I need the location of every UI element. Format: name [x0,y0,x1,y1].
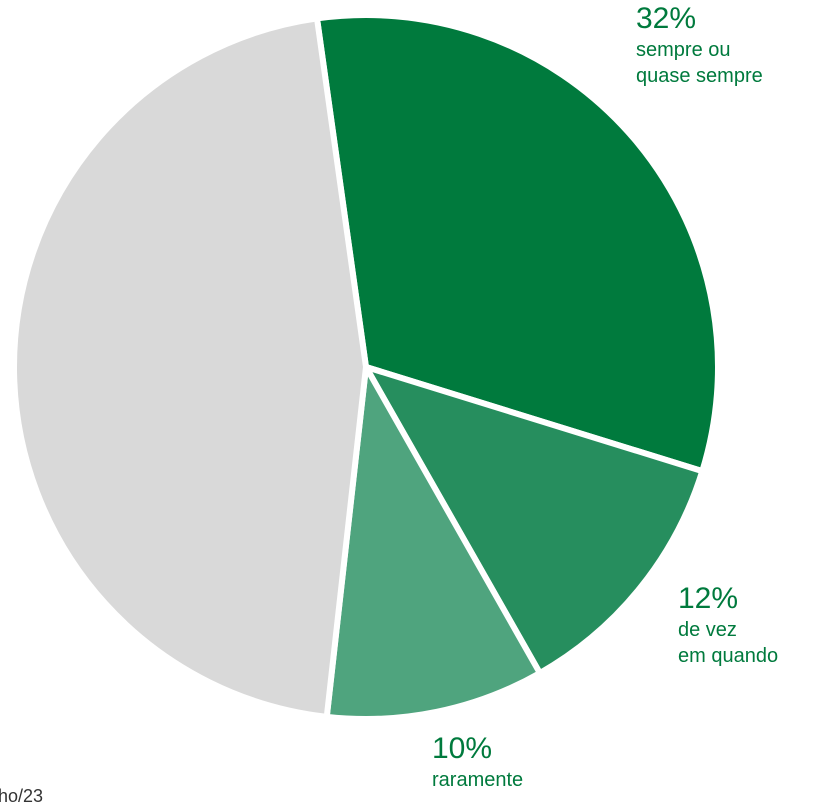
category-label: sempre ou quase sempre [636,38,763,87]
pie-slice [314,12,721,475]
value-label: 10% [432,732,493,765]
slice-label: 10% raramente [432,732,523,793]
category-label: de vez em quando [678,618,779,667]
pie-slice [323,364,543,722]
source: ho/23 [0,786,44,806]
pie-slice [11,15,369,720]
value-label: 32% [636,2,697,35]
value-label: 12% [678,582,739,615]
slice-label: 12% de vez em quando [678,582,778,669]
category-label: raramente [432,768,524,791]
pie-slice [363,364,706,677]
slice-label: 32% sempre ou quase sempre [636,2,763,89]
